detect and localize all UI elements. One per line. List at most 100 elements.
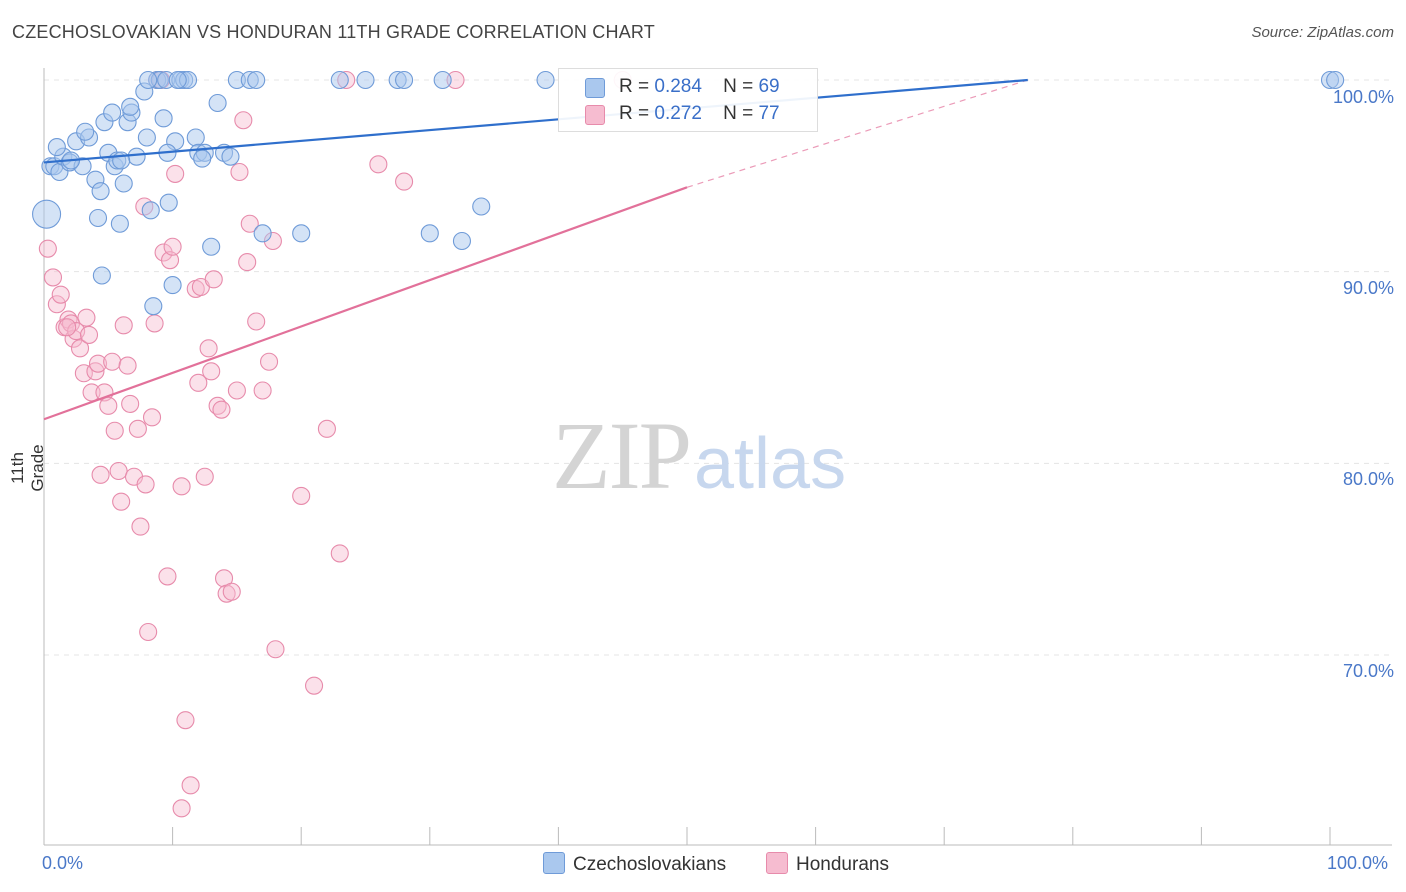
czech-point bbox=[163, 276, 182, 295]
watermark-atlas: atlas bbox=[694, 424, 847, 504]
bottom-legend-swatch-czech bbox=[543, 852, 565, 874]
honduran-point bbox=[202, 362, 221, 381]
honduran-point bbox=[234, 111, 253, 130]
trend-lines bbox=[43, 78, 1028, 421]
czech-point bbox=[221, 147, 240, 166]
honduran-point bbox=[330, 544, 349, 563]
czech-point bbox=[186, 128, 205, 147]
honduran-point bbox=[43, 268, 63, 287]
czech-point bbox=[110, 214, 129, 233]
legend: R = 0.284 N = 69 R = 0.272 N = 77 bbox=[558, 68, 818, 132]
honduran-point bbox=[305, 676, 324, 695]
honduran-point bbox=[121, 394, 140, 413]
honduran-point bbox=[139, 622, 158, 642]
honduran-point bbox=[166, 164, 185, 183]
honduran-point bbox=[77, 308, 96, 327]
honduran-point bbox=[136, 475, 155, 494]
legend-czech-r: 0.284 bbox=[654, 76, 702, 97]
honduran-point bbox=[214, 569, 234, 588]
watermark-zip: ZIP bbox=[552, 402, 692, 509]
czech-point bbox=[193, 149, 212, 168]
czech-point bbox=[32, 199, 62, 229]
honduran-point bbox=[212, 400, 231, 419]
czech-point bbox=[127, 147, 146, 166]
source-label: Source: ZipAtlas.com bbox=[1251, 24, 1394, 41]
honduran-point bbox=[79, 325, 99, 344]
honduran-point bbox=[99, 396, 118, 415]
honduran-point bbox=[58, 318, 77, 337]
legend-n-label: N = bbox=[723, 103, 754, 124]
czech-point bbox=[159, 193, 178, 212]
czech-point bbox=[91, 182, 110, 201]
bottom-legend-swatch-hond bbox=[766, 852, 788, 874]
honduran-point bbox=[240, 214, 259, 233]
czech-point bbox=[330, 70, 349, 90]
honduran-point bbox=[109, 461, 128, 481]
honduran-point bbox=[230, 162, 249, 182]
honduran-point bbox=[163, 237, 182, 256]
czech-point bbox=[208, 93, 227, 113]
czech-point bbox=[247, 70, 266, 90]
honduran-trend-line bbox=[43, 186, 688, 421]
chart-title: CZECHOSLOVAKIAN VS HONDURAN 11TH GRADE C… bbox=[12, 22, 655, 42]
czech-point bbox=[1326, 70, 1345, 90]
czech-point bbox=[253, 224, 272, 243]
y-tick-label-100: 100.0% bbox=[1332, 87, 1394, 107]
honduran-point bbox=[247, 312, 266, 331]
honduran-point bbox=[47, 295, 66, 314]
czech-point bbox=[76, 122, 95, 141]
czech-point bbox=[88, 208, 108, 228]
honduran-point bbox=[158, 567, 177, 586]
honduran-point bbox=[172, 477, 191, 496]
honduran-point bbox=[128, 419, 147, 438]
honduran-trend-extension bbox=[686, 79, 1028, 188]
honduran-point bbox=[204, 270, 223, 289]
x-tick-label-100: 100.0% bbox=[1327, 853, 1389, 873]
czech-point bbox=[141, 201, 160, 220]
honduran-point bbox=[145, 314, 164, 333]
bottom-legend-hond: Hondurans bbox=[766, 852, 889, 876]
x-tick-label-0: 0.0% bbox=[42, 853, 84, 873]
honduran-point bbox=[172, 799, 191, 818]
czech-point bbox=[202, 237, 221, 256]
honduran-point bbox=[369, 155, 388, 174]
czech-point bbox=[92, 266, 111, 285]
watermark: ZIPatlas bbox=[552, 400, 846, 511]
czech-point bbox=[292, 224, 311, 243]
honduran-point bbox=[70, 339, 90, 358]
czech-point bbox=[144, 297, 163, 316]
czech-point bbox=[139, 70, 158, 90]
czech-point bbox=[154, 109, 173, 128]
legend-swatch-czech bbox=[585, 78, 605, 98]
honduran-point bbox=[181, 776, 200, 795]
czech-point bbox=[433, 70, 452, 90]
honduran-point bbox=[222, 582, 241, 601]
honduran-point bbox=[88, 354, 108, 373]
czech-point bbox=[168, 70, 187, 90]
czech-point bbox=[137, 128, 156, 147]
czech-point bbox=[420, 224, 439, 243]
y-axis-title: 11th Grade bbox=[8, 444, 47, 492]
honduran-point bbox=[114, 316, 133, 335]
czech-point bbox=[472, 197, 491, 216]
honduran-point bbox=[74, 364, 93, 383]
legend-czech-n: 69 bbox=[758, 76, 780, 97]
honduran-point bbox=[82, 383, 101, 402]
legend-swatch-hond bbox=[585, 105, 605, 125]
honduran-point bbox=[253, 381, 272, 400]
honduran-point bbox=[227, 381, 246, 400]
y-tick-label-90: 90.0% bbox=[1342, 278, 1394, 298]
czech-point bbox=[395, 70, 414, 90]
czech-trend-line bbox=[43, 78, 1028, 164]
honduran-point bbox=[131, 517, 150, 536]
honduran-point bbox=[112, 492, 131, 511]
legend-n-label: N = bbox=[723, 76, 754, 97]
legend-hond-r: 0.272 bbox=[654, 103, 702, 124]
honduran-point bbox=[142, 408, 162, 427]
bottom-legend-hond-label: Hondurans bbox=[796, 854, 889, 875]
honduran-point bbox=[317, 419, 336, 438]
legend-r-label: R = bbox=[619, 76, 650, 97]
honduran-point bbox=[266, 640, 285, 659]
czech-point bbox=[452, 231, 472, 251]
